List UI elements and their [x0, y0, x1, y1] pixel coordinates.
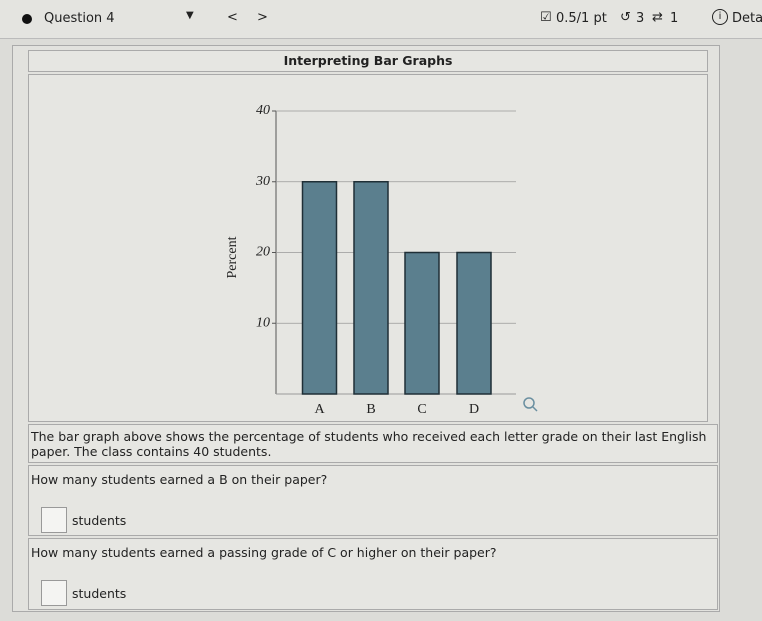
- score-icon: ☑: [540, 10, 552, 25]
- bar: [456, 251, 492, 395]
- zoom-icon[interactable]: [523, 397, 538, 412]
- header-bar: Question 4 ▼ < > ☑ 0.5/1 pt ↺ 3 ⇄ 1 i De…: [0, 0, 762, 39]
- answer-unit: students: [72, 513, 127, 528]
- answer-input[interactable]: [41, 580, 67, 606]
- question-prompt: How many students earned a B on their pa…: [31, 472, 328, 487]
- x-tick-label: C: [417, 402, 426, 417]
- score: 0.5/1 pt: [556, 11, 607, 26]
- dropdown-arrow[interactable]: ▼: [186, 10, 194, 21]
- x-tick-label: D: [469, 402, 479, 417]
- chart: 10 20 30 40 Percent A B C D: [225, 103, 538, 417]
- next-button[interactable]: >: [257, 10, 268, 25]
- bar: [301, 181, 338, 395]
- prev-button[interactable]: <: [227, 10, 238, 25]
- answer-unit: students: [72, 586, 127, 601]
- x-tick-label: B: [366, 402, 375, 417]
- bar: [404, 251, 440, 395]
- info-icon[interactable]: i: [712, 9, 728, 25]
- retry-icon: ↺: [620, 10, 631, 25]
- y-tick-label: 20: [256, 245, 270, 260]
- submissions: 1: [670, 11, 679, 26]
- y-axis-label: Percent: [225, 236, 240, 278]
- status-dot: [22, 14, 32, 24]
- y-tick-label: 40: [256, 103, 270, 118]
- panel-title: Interpreting Bar Graphs: [28, 50, 708, 72]
- submit-icon: ⇄: [652, 10, 663, 25]
- question-label: Question 4: [44, 11, 115, 26]
- x-tick-label: A: [314, 402, 325, 417]
- question-box: How many students earned a B on their pa…: [28, 465, 718, 536]
- bar: [353, 181, 389, 395]
- answer-input[interactable]: [41, 507, 67, 533]
- question-box: How many students earned a passing grade…: [28, 538, 718, 610]
- intro: The bar graph above shows the percentage…: [28, 424, 718, 463]
- question-prompt: How many students earned a passing grade…: [31, 545, 497, 560]
- y-tick-label: 10: [256, 315, 270, 330]
- y-tick-label: 30: [255, 174, 270, 189]
- retries: 3: [636, 11, 645, 26]
- details-link[interactable]: Deta: [732, 11, 762, 26]
